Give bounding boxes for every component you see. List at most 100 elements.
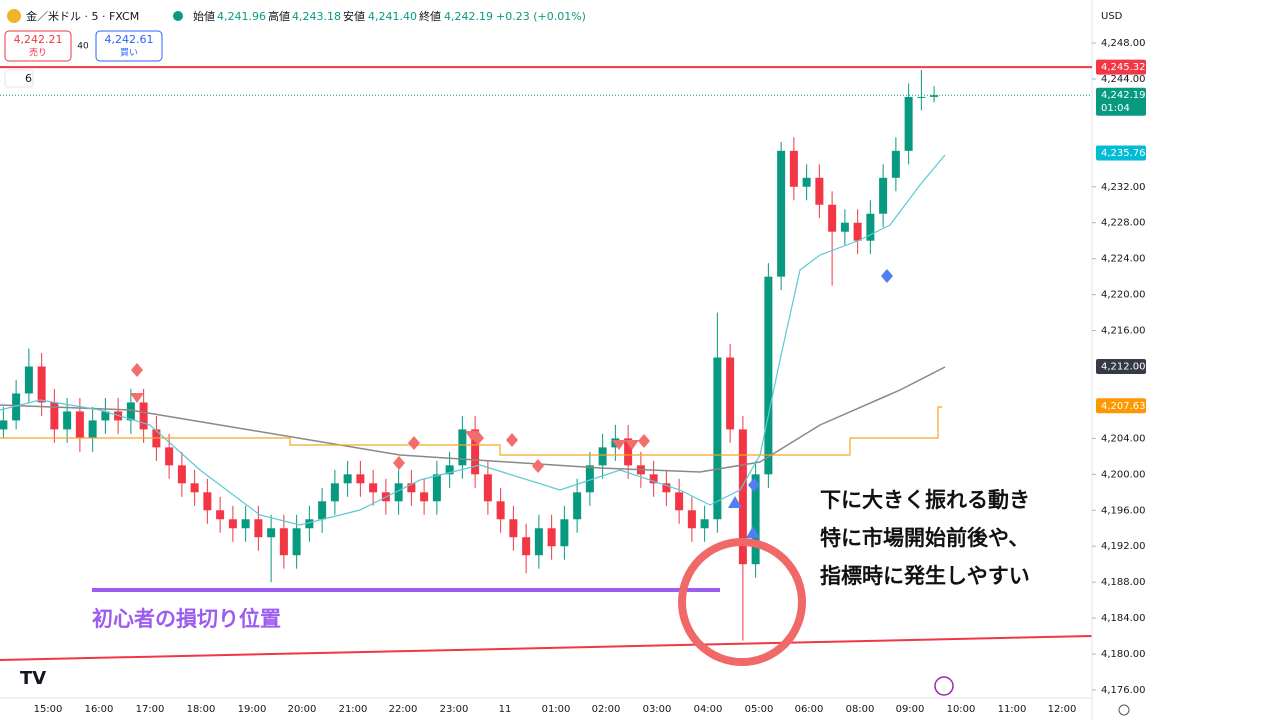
candle-body xyxy=(88,420,97,439)
x-tick-label: 10:00 xyxy=(947,704,976,715)
candle-body xyxy=(241,519,250,529)
signals xyxy=(130,363,650,473)
y-tick-label: 4,220.00 xyxy=(1101,290,1146,301)
candle-body xyxy=(139,402,148,430)
candle-body xyxy=(432,474,441,502)
sell-button[interactable] xyxy=(4,30,72,62)
countdown: 01:04 xyxy=(1101,103,1130,114)
candle-body xyxy=(330,483,339,502)
candle-body xyxy=(891,150,900,178)
ma-slow xyxy=(0,366,946,473)
ma-fast xyxy=(0,154,946,526)
symbol[interactable]: 金／米ドル · 5 · FXCM xyxy=(26,9,139,23)
step-line xyxy=(0,406,942,456)
candle-body xyxy=(866,213,875,241)
candle-body xyxy=(203,492,212,511)
ohlc: 4,241.96 xyxy=(217,10,266,23)
candle-body xyxy=(560,519,569,547)
candle-body xyxy=(777,150,786,277)
candle-body xyxy=(840,222,849,232)
y-tick-label: 4,196.00 xyxy=(1101,505,1146,516)
candle-body xyxy=(190,483,199,493)
ohlc-label: 安値 xyxy=(343,9,365,23)
x-tick-label: 04:00 xyxy=(694,704,723,715)
plot xyxy=(0,69,939,641)
candle-body xyxy=(496,501,505,520)
price-tag-label: 4,242.19 xyxy=(1101,90,1146,101)
y-tick-label: 4,224.00 xyxy=(1101,254,1146,265)
candle-body xyxy=(815,177,824,205)
candle-body xyxy=(509,519,518,538)
price-tag-label: 4,235.76 xyxy=(1101,148,1146,159)
y-tick-label: 4,232.00 xyxy=(1101,182,1146,193)
buy-label: 買い xyxy=(120,48,138,59)
price-tag xyxy=(1096,145,1146,161)
price-tag xyxy=(1096,59,1146,75)
logo: TV xyxy=(20,668,46,689)
x-tick-label: 15:00 xyxy=(34,704,63,715)
y-tick-label: 4,244.00 xyxy=(1101,74,1146,85)
x-tick-label: 17:00 xyxy=(136,704,165,715)
ohlc: 4,241.40 xyxy=(368,10,417,23)
sell-label: 売り xyxy=(29,47,47,59)
x-tick-label: 21:00 xyxy=(339,704,368,715)
price-tag xyxy=(1096,359,1146,374)
candle-body xyxy=(267,528,276,538)
candle-body xyxy=(802,177,811,187)
candle-body xyxy=(700,519,709,529)
candle-body xyxy=(789,150,798,187)
y-tick-label: 4,192.00 xyxy=(1101,541,1146,552)
sell-price: 4,242.21 xyxy=(14,33,63,46)
indicator-count: 6 xyxy=(25,72,32,85)
ohlc-label: 始値 xyxy=(193,9,215,23)
x-tick-label: 05:00 xyxy=(745,704,774,715)
x-tick-label: 23:00 xyxy=(440,704,469,715)
candle-body xyxy=(63,411,72,430)
ohlc-label: 高値 xyxy=(268,9,290,23)
x-tick-label: 11:00 xyxy=(998,704,1027,715)
price-tag-label: 4,212.00 xyxy=(1101,362,1146,373)
candle-body xyxy=(547,528,556,547)
x-tick-label: 09:00 xyxy=(896,704,925,715)
annotation: 指標時に発生しやすい xyxy=(820,564,1030,588)
candle-body xyxy=(904,96,913,151)
buy-button[interactable] xyxy=(95,30,163,62)
candle-body xyxy=(585,465,594,493)
candle-body xyxy=(343,474,352,484)
candle-body xyxy=(713,357,722,520)
candle-body xyxy=(917,96,926,98)
settings-icon[interactable] xyxy=(1118,704,1130,716)
y-tick-label: 4,180.00 xyxy=(1101,649,1146,660)
candle-body xyxy=(483,474,492,502)
y-tick-label: 4,176.00 xyxy=(1101,685,1146,696)
x-tick-label: 22:00 xyxy=(389,704,418,715)
y-tick-label: 4,204.00 xyxy=(1101,433,1146,444)
x-tick-label: 12:00 xyxy=(1048,704,1077,715)
candle-body xyxy=(751,474,760,565)
buy-price: 4,242.61 xyxy=(105,33,154,46)
y-tick-label: 4,216.00 xyxy=(1101,326,1146,337)
indicator-toggle[interactable] xyxy=(4,69,34,88)
event-icon[interactable] xyxy=(934,676,954,696)
x-tick-label: 03:00 xyxy=(643,704,672,715)
candle-body xyxy=(394,483,403,502)
candle-body xyxy=(0,420,8,430)
x-tick-label: 06:00 xyxy=(795,704,824,715)
currency[interactable]: USD xyxy=(1101,11,1123,22)
status-dot xyxy=(173,11,183,21)
candle-body xyxy=(853,222,862,241)
candle-body xyxy=(458,429,467,466)
x-tick-label: 18:00 xyxy=(187,704,216,715)
candle-body xyxy=(165,447,174,466)
x-tick-label: 01:00 xyxy=(542,704,571,715)
candle-body xyxy=(318,501,327,520)
candle-body xyxy=(101,411,110,421)
x-tick-label: 16:00 xyxy=(85,704,114,715)
candle-body xyxy=(279,528,288,556)
candle-body xyxy=(126,402,135,421)
x-tick-label: 19:00 xyxy=(238,704,267,715)
y-tick-label: 4,248.00 xyxy=(1101,38,1146,49)
signals-blue xyxy=(728,269,893,538)
x-tick-label: 02:00 xyxy=(592,704,621,715)
